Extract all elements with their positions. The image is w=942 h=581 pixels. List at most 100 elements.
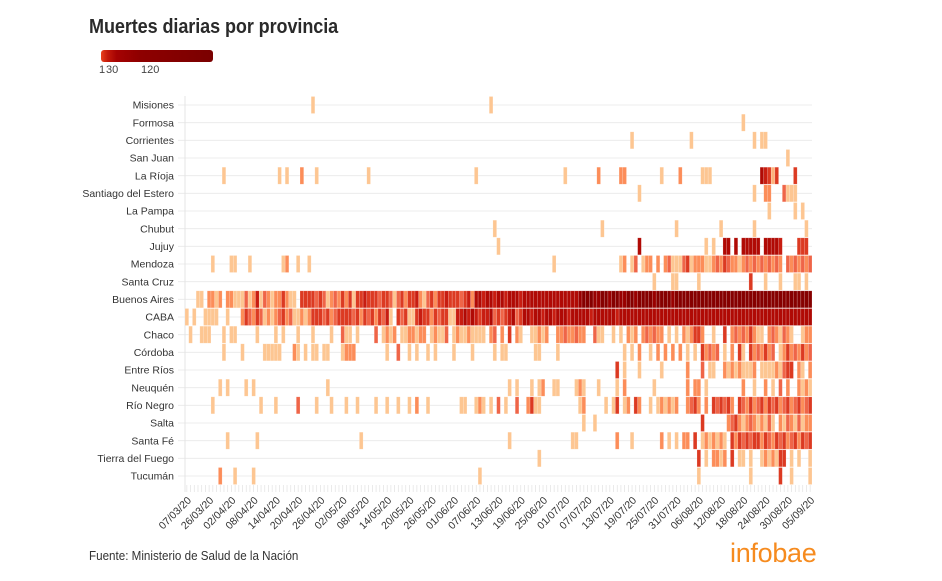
heatmap-cell bbox=[370, 290, 375, 309]
heatmap-cell bbox=[752, 255, 757, 273]
heatmap-cell bbox=[500, 343, 505, 362]
heatmap-cell bbox=[696, 378, 701, 397]
heatmap-cell bbox=[796, 237, 802, 256]
row-label: Jujuy bbox=[149, 241, 174, 253]
heatmap-cell bbox=[722, 361, 727, 379]
heatmap-cell bbox=[659, 361, 664, 379]
heatmap-cell bbox=[440, 325, 445, 344]
heatmap-cell bbox=[655, 325, 661, 344]
heatmap-cell bbox=[488, 96, 494, 114]
heatmap-cell bbox=[622, 290, 627, 309]
heatmap-cell bbox=[789, 290, 794, 309]
heatmap-cell bbox=[392, 290, 397, 309]
heatmap-cell bbox=[652, 325, 657, 344]
heatmap-cell bbox=[492, 219, 497, 238]
heatmap-cell bbox=[385, 396, 390, 415]
heatmap-cell bbox=[310, 325, 316, 344]
heatmap-cell bbox=[730, 449, 735, 468]
heatmap-cell bbox=[496, 396, 501, 415]
heatmap-cell bbox=[299, 290, 304, 309]
heatmap-cell bbox=[322, 308, 327, 326]
heatmap-cell bbox=[322, 290, 327, 309]
heatmap-cell bbox=[485, 290, 490, 309]
heatmap-cell bbox=[789, 467, 794, 485]
x-axis-ticks bbox=[186, 485, 811, 492]
heatmap-cell bbox=[808, 325, 813, 344]
heatmap-cell bbox=[670, 396, 675, 415]
heatmap-cell bbox=[770, 255, 776, 273]
heatmap-cell bbox=[763, 272, 768, 291]
heatmap-cell bbox=[759, 431, 765, 450]
heatmap-cell bbox=[310, 308, 316, 326]
heatmap-cell bbox=[537, 290, 542, 309]
heatmap-cell bbox=[629, 131, 635, 150]
heatmap-cell bbox=[433, 290, 438, 309]
heatmap-cell bbox=[744, 361, 750, 379]
heatmap-cell bbox=[325, 343, 330, 362]
heatmap-cell bbox=[418, 290, 423, 309]
heatmap-cell bbox=[670, 272, 675, 291]
heatmap-cell bbox=[622, 396, 627, 415]
heatmap-cell bbox=[659, 431, 664, 450]
heatmap-cell bbox=[496, 290, 501, 309]
heatmap-cell bbox=[752, 184, 757, 203]
heatmap-cell bbox=[281, 308, 286, 326]
heatmap-cell bbox=[763, 414, 768, 432]
heatmap-cell bbox=[258, 308, 264, 326]
heatmap-cell bbox=[388, 308, 394, 326]
heatmap-cell bbox=[696, 467, 701, 485]
heatmap-cell bbox=[648, 290, 653, 309]
heatmap-cell bbox=[808, 414, 813, 432]
heatmap-cell bbox=[767, 343, 772, 362]
heatmap-cell bbox=[455, 308, 460, 326]
heatmap-cell bbox=[778, 414, 783, 432]
row-label: La Pampa bbox=[126, 206, 174, 218]
heatmap-cell bbox=[359, 431, 364, 450]
row-label: Río Negro bbox=[126, 400, 174, 412]
heatmap-cell bbox=[299, 308, 304, 326]
heatmap-cell bbox=[767, 361, 772, 379]
heatmap-cell bbox=[730, 361, 735, 379]
heatmap-cell bbox=[459, 308, 464, 326]
heatmap-cell bbox=[693, 255, 698, 273]
heatmap-cell bbox=[674, 255, 679, 273]
heatmap-cell bbox=[778, 255, 783, 273]
heatmap-cell bbox=[715, 343, 720, 362]
heatmap-cell bbox=[347, 308, 353, 326]
heatmap-cell bbox=[737, 255, 742, 273]
heatmap-cell bbox=[422, 308, 427, 326]
heatmap-cell bbox=[744, 325, 750, 344]
heatmap-cell bbox=[782, 449, 787, 468]
heatmap-cell bbox=[782, 325, 787, 344]
heatmap-cell bbox=[477, 396, 483, 415]
heatmap-cell bbox=[652, 378, 657, 397]
heatmap-cell bbox=[789, 414, 794, 432]
heatmap-cell bbox=[351, 308, 356, 326]
heatmap-cell bbox=[763, 184, 768, 203]
heatmap-cell bbox=[711, 396, 716, 415]
heatmap-cell bbox=[756, 255, 761, 273]
heatmap-cells bbox=[184, 96, 813, 485]
heatmap-cell bbox=[425, 308, 431, 326]
heatmap-cell bbox=[221, 343, 227, 362]
heatmap-cell bbox=[529, 308, 534, 326]
gridlines bbox=[178, 104, 812, 477]
heatmap-cell bbox=[344, 290, 349, 309]
heatmap-cell bbox=[730, 396, 735, 415]
heatmap-cell bbox=[314, 290, 319, 309]
heatmap-cell bbox=[663, 255, 668, 273]
heatmap-cell bbox=[422, 325, 427, 344]
heatmap-cell bbox=[607, 308, 612, 326]
heatmap-cell bbox=[789, 449, 794, 468]
heatmap-cell bbox=[719, 308, 724, 326]
heatmap-cell bbox=[600, 325, 605, 344]
heatmap-cell bbox=[292, 308, 297, 326]
heatmap-cell bbox=[789, 255, 794, 273]
heatmap-cell bbox=[722, 449, 727, 468]
heatmap-cell bbox=[785, 361, 790, 379]
heatmap-cell bbox=[540, 290, 546, 309]
heatmap-cell bbox=[229, 325, 234, 344]
heatmap-cell bbox=[722, 308, 727, 326]
heatmap-cell bbox=[514, 290, 520, 309]
heatmap-cell bbox=[232, 325, 238, 344]
